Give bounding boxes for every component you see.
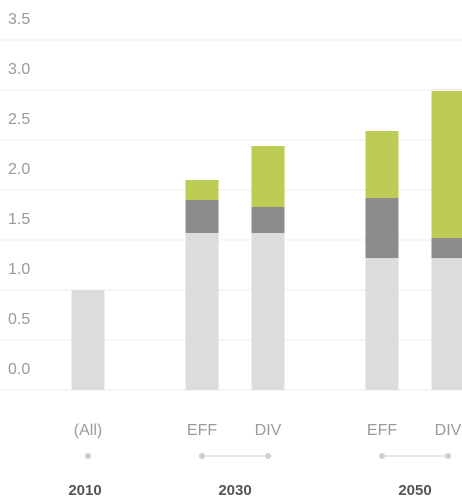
category-dot: [265, 453, 271, 459]
bar-segment: [251, 233, 285, 390]
x-tick-label: DIV: [435, 422, 462, 439]
bar-segment: [365, 131, 399, 198]
group-label: 2030: [218, 482, 251, 499]
x-tick-label: (All): [74, 422, 102, 439]
y-tick-label: 0.0: [8, 361, 30, 378]
bar-segment: [185, 180, 219, 200]
x-tick-label: EFF: [187, 422, 217, 439]
group-label: 2010: [68, 482, 101, 499]
y-tick-label: 3.5: [8, 11, 30, 28]
category-dot: [85, 453, 91, 459]
y-tick-label: 2.0: [8, 161, 30, 178]
x-tick-label: DIV: [255, 422, 282, 439]
y-tick-label: 1.5: [8, 211, 30, 228]
category-dot: [379, 453, 385, 459]
y-tick-label: 2.5: [8, 111, 30, 128]
category-dot: [199, 453, 205, 459]
y-tick-label: 1.0: [8, 261, 30, 278]
bar-segment: [71, 290, 105, 390]
category-dot: [445, 453, 451, 459]
bar-segment: [431, 238, 462, 258]
bar-segment: [431, 258, 462, 390]
group-label: 2050: [398, 482, 431, 499]
bar-segment: [365, 258, 399, 390]
bar-segment: [431, 91, 462, 238]
bar-segment: [185, 233, 219, 390]
bar-segment: [251, 146, 285, 207]
bar-segment: [251, 207, 285, 233]
bar-segment: [185, 200, 219, 233]
bar-segment: [365, 198, 399, 258]
x-tick-label: EFF: [367, 422, 397, 439]
y-tick-label: 3.0: [8, 61, 30, 78]
y-tick-label: 0.5: [8, 311, 30, 328]
